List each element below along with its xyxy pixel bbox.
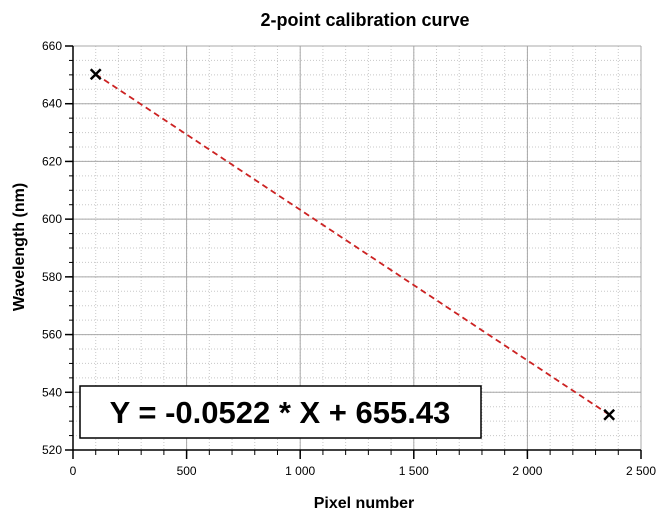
fit-line-group <box>95 73 610 416</box>
data-point-stroke <box>603 408 616 421</box>
y-tick-label: 540 <box>42 385 62 399</box>
y-tick-label: 520 <box>42 443 62 457</box>
y-axis-label: Wavelength (nm) <box>11 183 28 311</box>
x-axis-label: Pixel number <box>314 495 414 512</box>
chart-title: 2-point calibration curve <box>260 10 469 30</box>
x-tick-label: 2 000 <box>512 464 542 478</box>
x-axis: 0 500 1 000 1 500 2 000 2 500 <box>70 449 656 478</box>
y-tick-label: 640 <box>42 97 62 111</box>
data-points <box>89 68 616 421</box>
x-tick-label: 500 <box>177 464 197 478</box>
y-tick-label: 600 <box>42 212 62 226</box>
fit-line <box>95 73 610 416</box>
x-tick-label: 1 000 <box>285 464 315 478</box>
y-tick-label: 620 <box>42 154 62 168</box>
equation-text: Y = -0.0522 * X + 655.43 <box>110 395 451 430</box>
x-tick-label: 2 500 <box>626 464 656 478</box>
y-axis: 520 540 560 580 600 620 640 660 <box>42 39 74 457</box>
data-point <box>89 68 102 81</box>
equation-box-frame <box>79 385 482 439</box>
x-tick-label: 0 <box>70 464 77 478</box>
y-tick-label: 660 <box>42 39 62 53</box>
x-tick-label: 1 500 <box>399 464 429 478</box>
y-tick-label: 580 <box>42 270 62 284</box>
data-point-stroke <box>89 68 102 81</box>
data-point <box>603 408 616 421</box>
y-tick-label: 560 <box>42 328 62 342</box>
equation-box: Y = -0.0522 * X + 655.43 <box>79 385 482 439</box>
